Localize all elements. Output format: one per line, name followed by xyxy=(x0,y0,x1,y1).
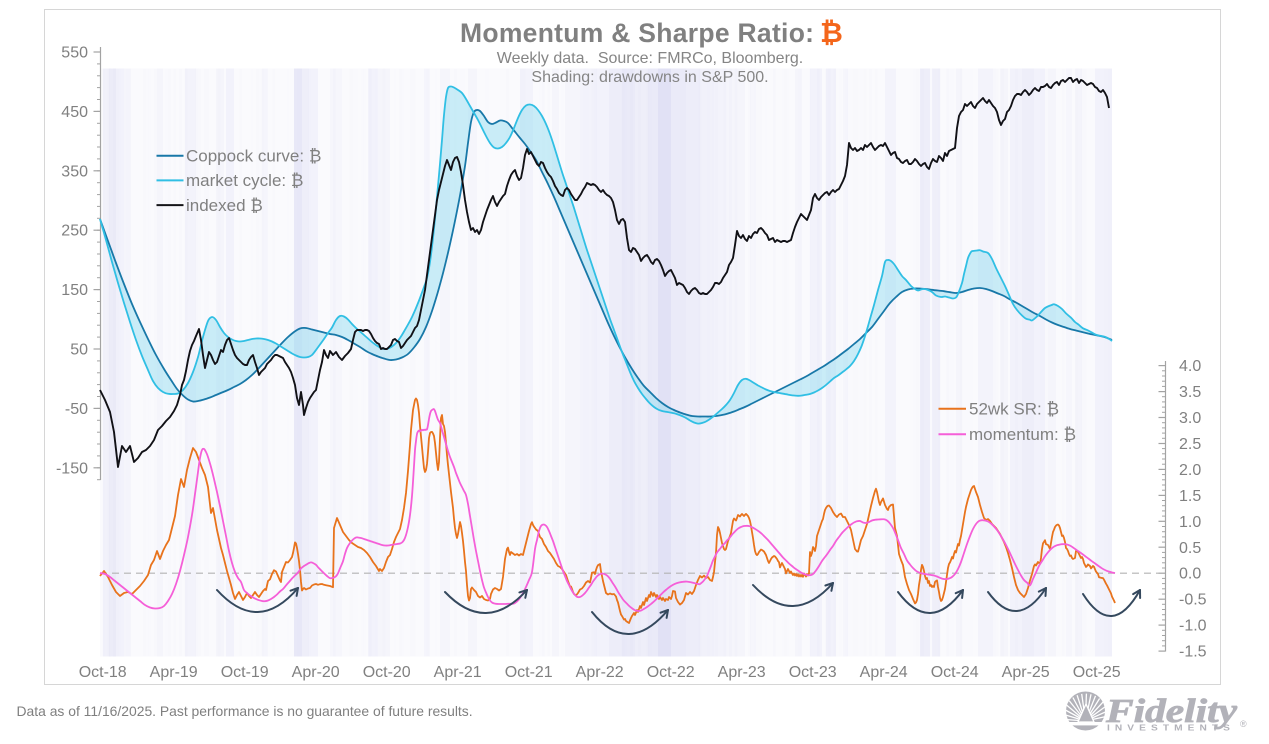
svg-text:Weekly data. Source: FMRCo, B: Weekly data. Source: FMRCo, Bloomberg. xyxy=(497,50,804,67)
svg-text:momentum: ₿: momentum: ₿ xyxy=(969,425,1076,444)
svg-text:Oct-20: Oct-20 xyxy=(363,664,411,681)
svg-text:Apr-22: Apr-22 xyxy=(576,664,624,681)
svg-text:3.0: 3.0 xyxy=(1179,410,1201,427)
svg-text:INVESTMENTS: INVESTMENTS xyxy=(1107,724,1235,733)
svg-text:2.5: 2.5 xyxy=(1179,436,1201,453)
svg-text:1.5: 1.5 xyxy=(1179,488,1201,505)
svg-text:Oct-23: Oct-23 xyxy=(789,664,837,681)
svg-text:-0.5: -0.5 xyxy=(1179,592,1207,609)
svg-text:Apr-20: Apr-20 xyxy=(292,664,340,681)
svg-text:Shading: drawdowns in S&P 500.: Shading: drawdowns in S&P 500. xyxy=(531,69,768,86)
svg-text:-50: -50 xyxy=(65,401,88,418)
svg-text:Oct-22: Oct-22 xyxy=(647,664,695,681)
svg-text:-150: -150 xyxy=(56,460,88,477)
svg-text:-1.0: -1.0 xyxy=(1179,618,1207,635)
svg-text:3.5: 3.5 xyxy=(1179,384,1201,401)
svg-text:0.5: 0.5 xyxy=(1179,540,1201,557)
svg-text:1.0: 1.0 xyxy=(1179,514,1201,531)
svg-text:market cycle: ₿: market cycle: ₿ xyxy=(186,171,303,190)
svg-text:0.0: 0.0 xyxy=(1179,566,1201,583)
svg-text:Oct-25: Oct-25 xyxy=(1073,664,1121,681)
svg-text:Fidelity: Fidelity xyxy=(1105,693,1238,730)
svg-text:550: 550 xyxy=(61,45,88,62)
svg-text:2.0: 2.0 xyxy=(1179,462,1201,479)
svg-text:indexed ₿: indexed ₿ xyxy=(186,196,263,215)
svg-text:Apr-19: Apr-19 xyxy=(150,664,198,681)
svg-text:350: 350 xyxy=(61,163,88,180)
svg-text:Oct-19: Oct-19 xyxy=(221,664,269,681)
svg-text:Momentum & Sharpe Ratio:: Momentum & Sharpe Ratio: xyxy=(460,18,814,48)
svg-text:₿: ₿ xyxy=(820,17,843,48)
svg-text:Oct-21: Oct-21 xyxy=(505,664,553,681)
svg-text:Oct-24: Oct-24 xyxy=(931,664,979,681)
svg-text:®: ® xyxy=(1240,719,1247,729)
svg-text:52wk SR: ₿: 52wk SR: ₿ xyxy=(969,400,1059,419)
svg-text:Oct-18: Oct-18 xyxy=(79,664,127,681)
svg-text:-1.5: -1.5 xyxy=(1179,644,1207,661)
svg-text:450: 450 xyxy=(61,104,88,121)
svg-text:150: 150 xyxy=(61,282,88,299)
svg-text:Data as of 11/16/2025. Past pe: Data as of 11/16/2025. Past performance … xyxy=(17,703,473,719)
svg-text:50: 50 xyxy=(70,342,88,359)
svg-text:Apr-23: Apr-23 xyxy=(718,664,766,681)
svg-text:Coppock curve: ₿: Coppock curve: ₿ xyxy=(186,147,321,166)
svg-text:250: 250 xyxy=(61,223,88,240)
svg-text:4.0: 4.0 xyxy=(1179,358,1201,375)
svg-text:Apr-24: Apr-24 xyxy=(860,664,908,681)
svg-text:Apr-21: Apr-21 xyxy=(434,664,482,681)
svg-text:Apr-25: Apr-25 xyxy=(1002,664,1050,681)
